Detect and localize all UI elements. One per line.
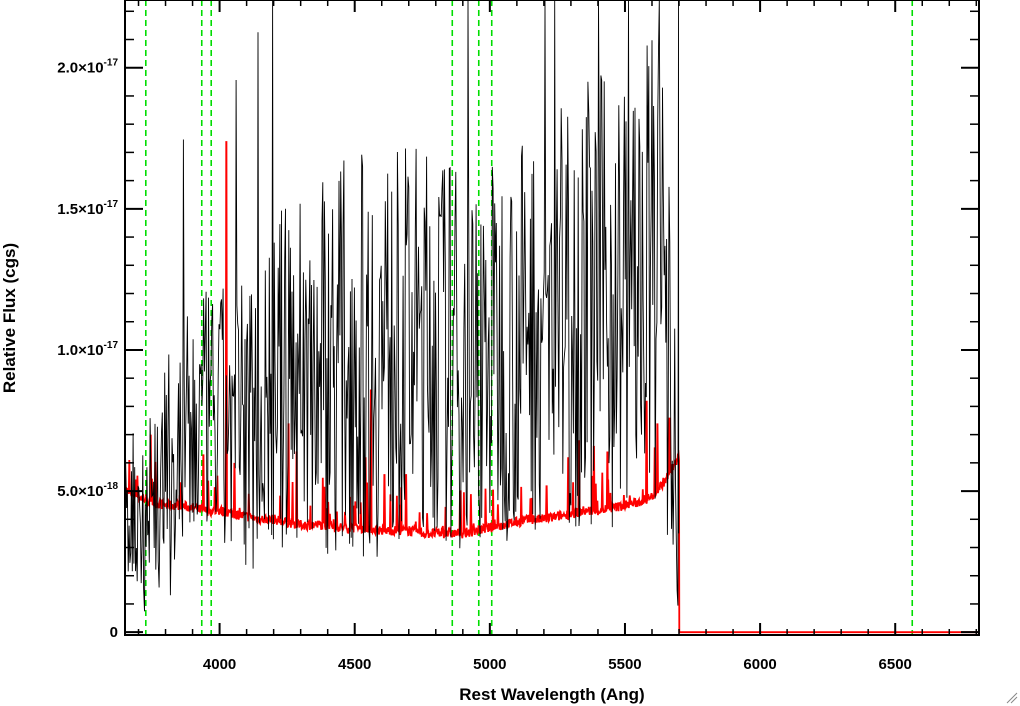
error-spike-9 [404, 474, 408, 531]
y-tick-label-2: 1.0×10-17 [57, 340, 118, 359]
plot-frame [124, 0, 980, 636]
x-tick-label-4: 6000 [743, 656, 776, 673]
y-tick-label-1: 5.0×10-18 [57, 481, 118, 500]
error-spike-8 [382, 474, 386, 531]
y-axis: 0 5.0×10-18 1.0×10-17 1.5×10-17 2.0×10-17 [57, 10, 979, 641]
series-layer [124, 0, 979, 634]
x-tick-label-0: 4000 [203, 656, 236, 673]
error-spike-3 [232, 462, 236, 514]
y-tick-label-3: 1.5×10-17 [57, 199, 118, 218]
flux-series-line [124, 0, 680, 612]
error-series-line [124, 434, 979, 634]
y-tick-label-0: 0 [110, 624, 118, 641]
error-spike-18 [668, 417, 672, 474]
x-tick-label-5: 6500 [879, 656, 912, 673]
error-spike-16 [645, 400, 649, 499]
window-resize-grip[interactable] [1006, 692, 1018, 704]
error-spike-11 [545, 485, 549, 519]
error-spike-12 [566, 457, 570, 515]
x-tick-label-2: 5000 [473, 656, 506, 673]
y-tick-label-4: 2.0×10-17 [57, 58, 118, 77]
error-spike-2 [201, 454, 205, 511]
y-axis-title: Relative Flux (cgs) [0, 243, 19, 393]
x-axis: 4000 4500 5000 5500 6000 6500 [137, 0, 978, 673]
error-spike-15 [605, 451, 609, 509]
error-spike-17 [655, 423, 659, 490]
x-tick-label-1: 4500 [338, 656, 371, 673]
x-axis-title: Rest Wavelength (Ang) [459, 685, 644, 704]
reference-lines [145, 0, 914, 635]
x-tick-label-3: 5500 [608, 656, 641, 673]
